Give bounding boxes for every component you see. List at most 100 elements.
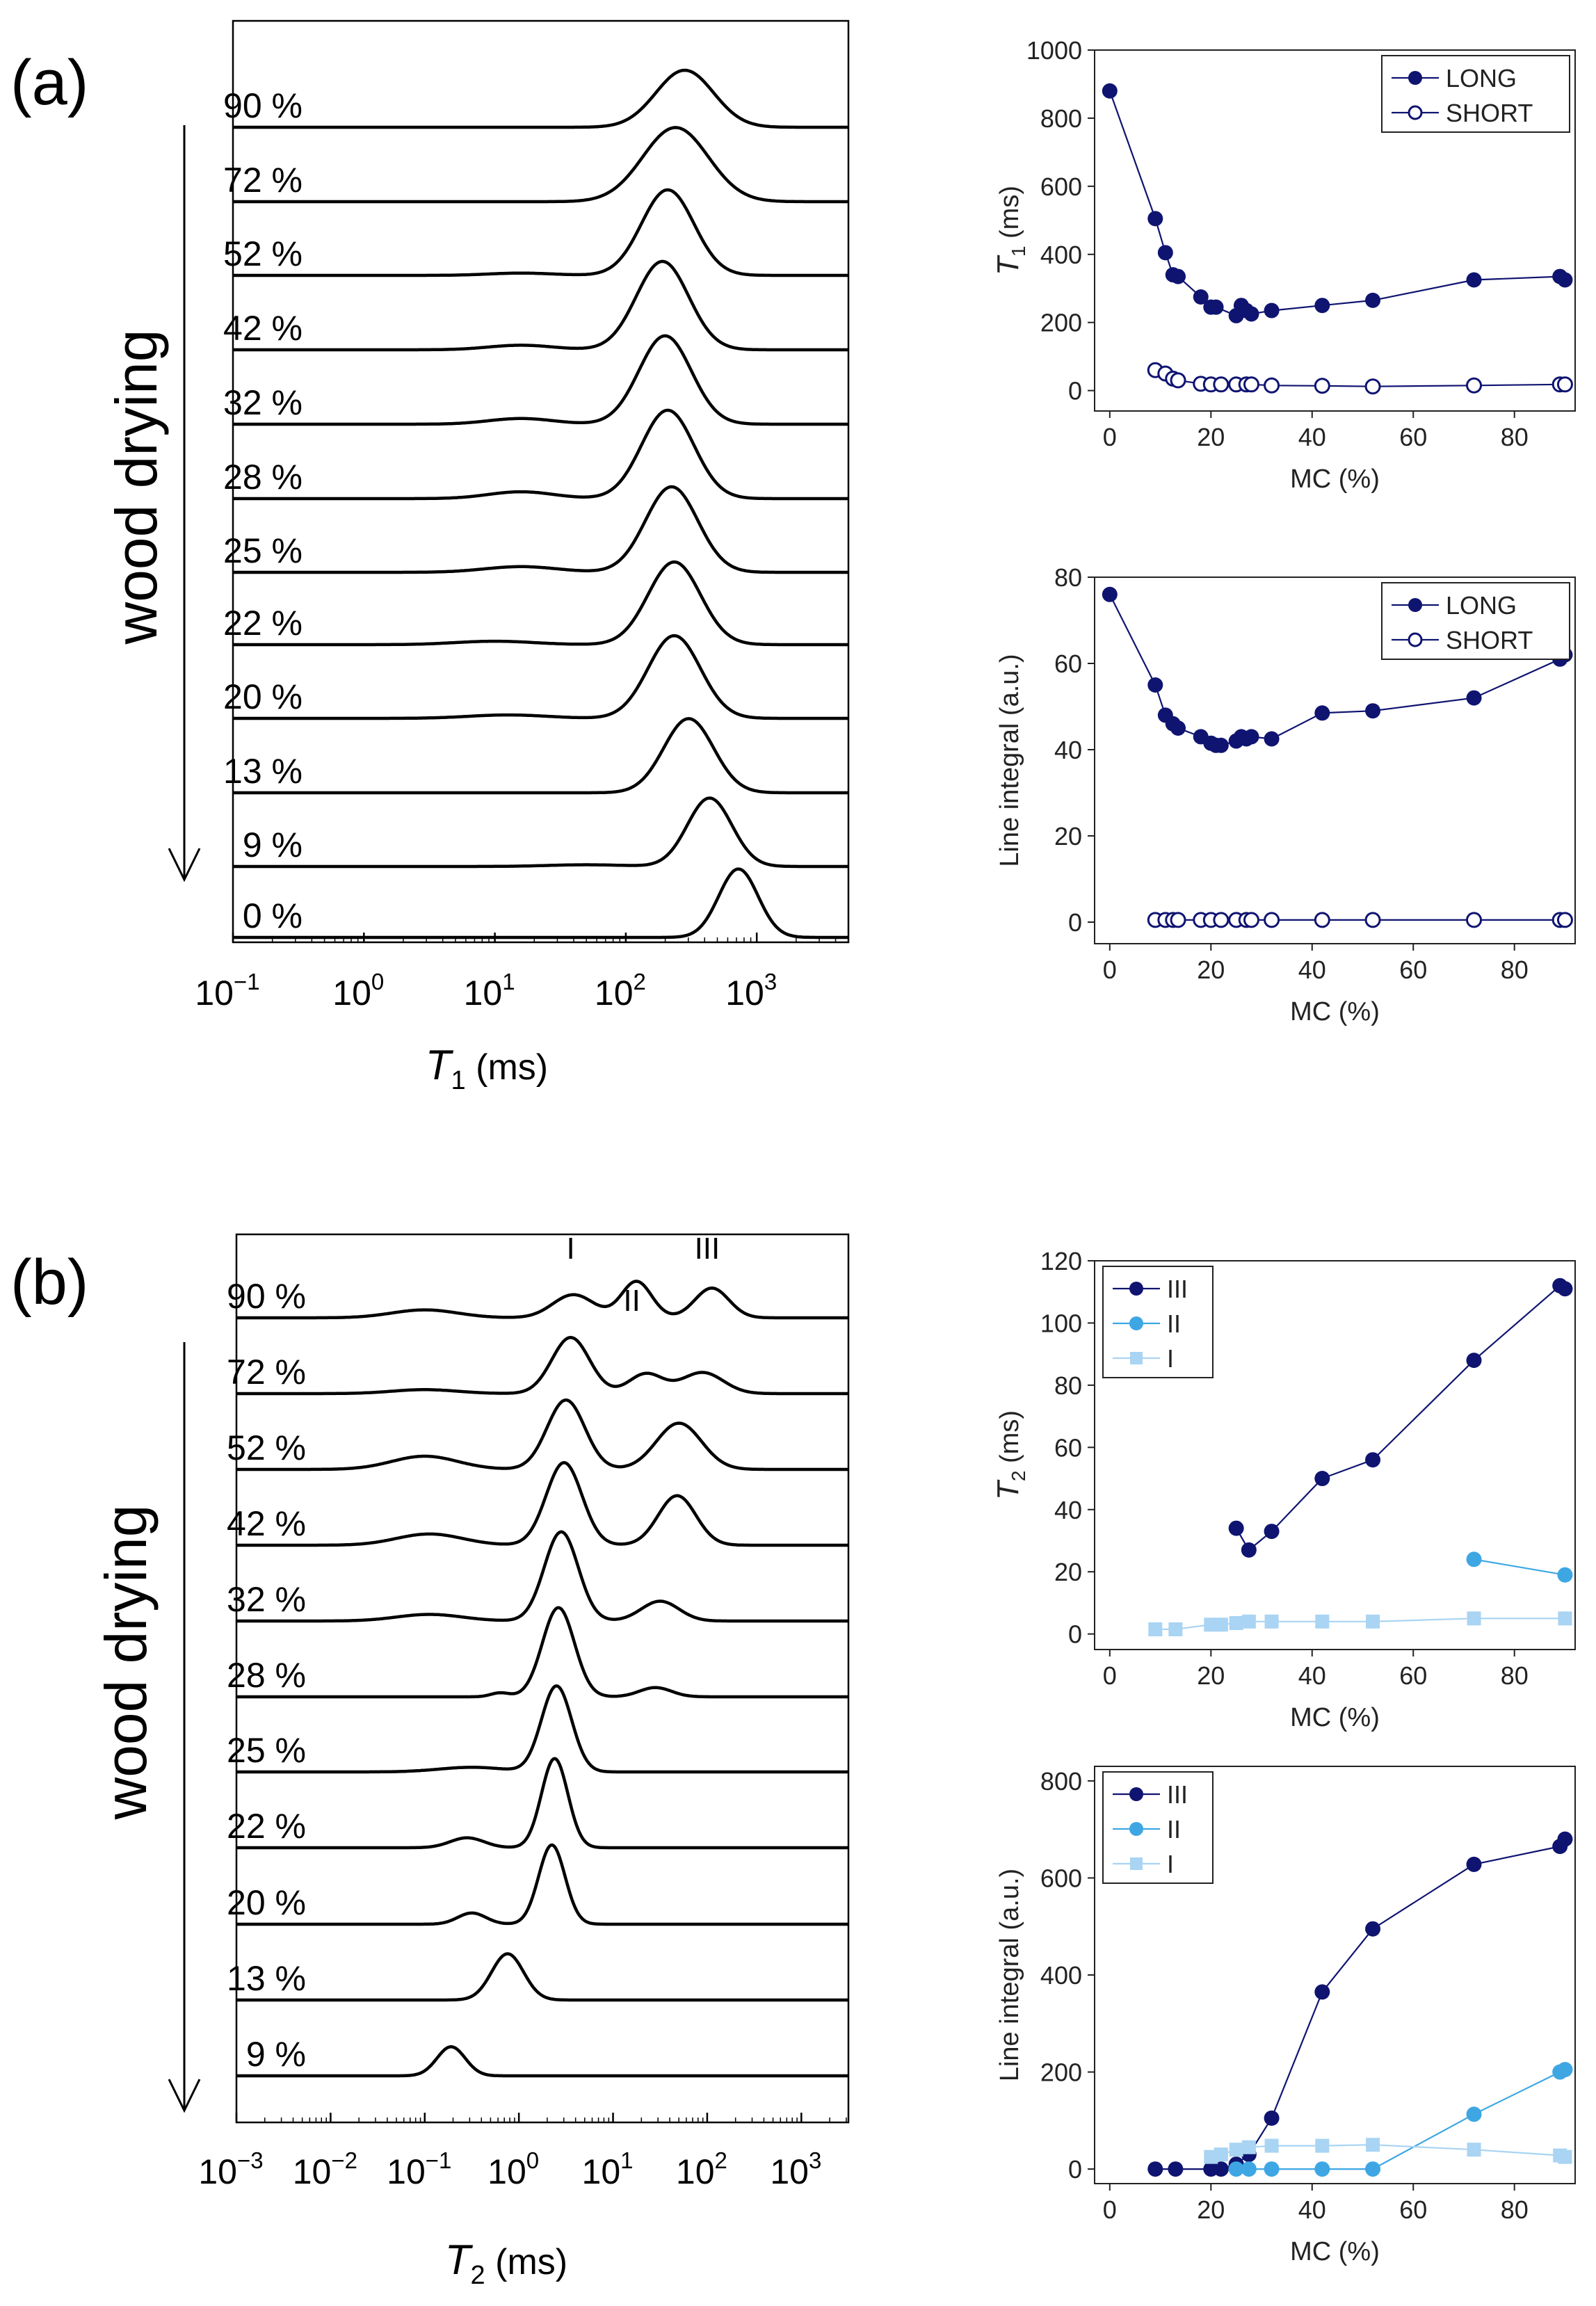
x-axis-label: MC (%)	[1290, 997, 1380, 1026]
data-point	[1365, 1921, 1381, 1937]
data-point	[1556, 912, 1573, 928]
plot-frame	[1094, 1260, 1576, 1650]
data-point	[1314, 1984, 1330, 2000]
y-tick-label: 40	[1054, 736, 1082, 764]
distribution-curve	[236, 1684, 849, 1774]
data-point	[1243, 912, 1259, 928]
distribution-curve	[236, 2045, 849, 2078]
plot-frame	[1094, 576, 1576, 944]
data-point	[1365, 1452, 1381, 1468]
peak-label: II	[623, 1284, 640, 1318]
plot-frame	[235, 1233, 850, 2124]
tick-exponent: 0	[526, 2147, 539, 2173]
data-point	[1466, 1353, 1482, 1369]
distribution-curve	[236, 1606, 849, 1699]
x-tick-label: 0	[1103, 956, 1117, 984]
data-point	[1264, 1524, 1280, 1540]
distribution-curve	[236, 1280, 849, 1320]
distribution-curve	[236, 1530, 849, 1623]
legend: LONG SHORT	[1381, 55, 1570, 133]
y-tick-label: 200	[1040, 2058, 1082, 2087]
tick-exponent: −2	[331, 2147, 357, 2173]
legend-label: I	[1167, 1850, 1174, 1878]
data-point	[1241, 1542, 1257, 1558]
data-point	[1264, 2110, 1280, 2126]
data-point	[1557, 2062, 1573, 2078]
data-point	[1558, 1611, 1572, 1626]
x-axis-label: MC (%)	[1290, 465, 1380, 494]
data-point	[1364, 378, 1381, 395]
moisture-label: 28 %	[223, 458, 303, 497]
data-point	[1314, 298, 1330, 314]
plot-frame	[232, 19, 850, 944]
legend-marker	[1408, 598, 1422, 612]
legend-marker	[1130, 1352, 1143, 1364]
x-tick-label: 10−1	[195, 969, 259, 1013]
data-point	[1467, 2143, 1481, 2157]
data-point	[1264, 912, 1280, 928]
y-tick-label: 0	[1068, 377, 1082, 405]
legend-box	[1102, 1771, 1214, 1884]
data-point	[1148, 1622, 1163, 1636]
y-tick-label: 60	[1054, 650, 1082, 678]
legend-label: SHORT	[1446, 626, 1533, 654]
data-point	[1243, 376, 1259, 393]
x-tick-label: 40	[1298, 2195, 1326, 2224]
y-tick-label: 20	[1054, 822, 1082, 850]
data-point	[1466, 377, 1483, 394]
y-tick-label: 40	[1054, 1496, 1082, 1524]
panel-label: (a)	[10, 47, 88, 118]
x-label-symbol: T	[426, 1042, 454, 1088]
data-point	[1557, 1567, 1573, 1583]
tick-exponent: 3	[764, 969, 777, 994]
a_T1_distributions: (a) wood drying 90 % 72 % 52 % 42 % 32 % 28 % 25…	[10, 19, 850, 1095]
a_integral_vs_MC: 0 20 40 60 80 0 20 40 60 80 MC (%) Line integral (a…	[995, 563, 1576, 1026]
x-tick-label: 60	[1399, 956, 1427, 984]
data-point	[1558, 2150, 1572, 2164]
y-tick-label: 120	[1040, 1247, 1082, 1275]
y-tick-label: 80	[1054, 1371, 1082, 1400]
x-label-subscript: 1	[451, 1066, 466, 1095]
x-tick-label: 10−3	[198, 2147, 263, 2191]
y-axis-label: T2 (ms)	[991, 1410, 1029, 1500]
moisture-label: 42 %	[227, 1504, 306, 1543]
distribution-curve	[236, 1398, 849, 1472]
moisture-label: 9 %	[246, 2035, 306, 2074]
plot-frame	[1094, 49, 1576, 412]
data-point	[1241, 1614, 1256, 1629]
peak-label: I	[566, 1232, 574, 1266]
distribution-curve	[236, 1757, 849, 1850]
distribution-curve	[236, 1843, 849, 1926]
data-point	[1213, 2161, 1229, 2177]
legend-marker	[1129, 1316, 1143, 1330]
data-point	[1314, 705, 1330, 721]
distribution-curve	[232, 68, 848, 129]
data-point	[1243, 729, 1259, 745]
y-tick-label: 0	[1068, 2155, 1082, 2184]
data-point	[1314, 378, 1330, 394]
distribution-curve	[232, 560, 848, 647]
data-point	[1102, 83, 1118, 99]
x-tick-label: 80	[1501, 423, 1529, 451]
data-point	[1208, 299, 1224, 315]
moisture-label: 90 %	[223, 86, 303, 125]
peak-label: III	[695, 1232, 720, 1266]
data-point	[1365, 2161, 1381, 2177]
moisture-label: 72 %	[223, 161, 303, 200]
data-point	[1264, 377, 1280, 394]
drying-arrow-head	[168, 2079, 201, 2113]
x-tick-label: 101	[582, 2147, 634, 2191]
moisture-label: 25 %	[227, 1731, 306, 1770]
x-tick-label: 100	[332, 969, 384, 1013]
moisture-label: 13 %	[223, 752, 303, 791]
data-point	[1466, 912, 1483, 928]
y-tick-label: 400	[1040, 1961, 1082, 1990]
moisture-label: 32 %	[223, 383, 303, 422]
data-point	[1315, 1614, 1330, 1629]
y-tick-label: 600	[1040, 172, 1082, 201]
data-point	[1315, 2138, 1330, 2153]
x-tick-label: 103	[725, 969, 777, 1013]
x-tick-label: 40	[1298, 1661, 1326, 1690]
